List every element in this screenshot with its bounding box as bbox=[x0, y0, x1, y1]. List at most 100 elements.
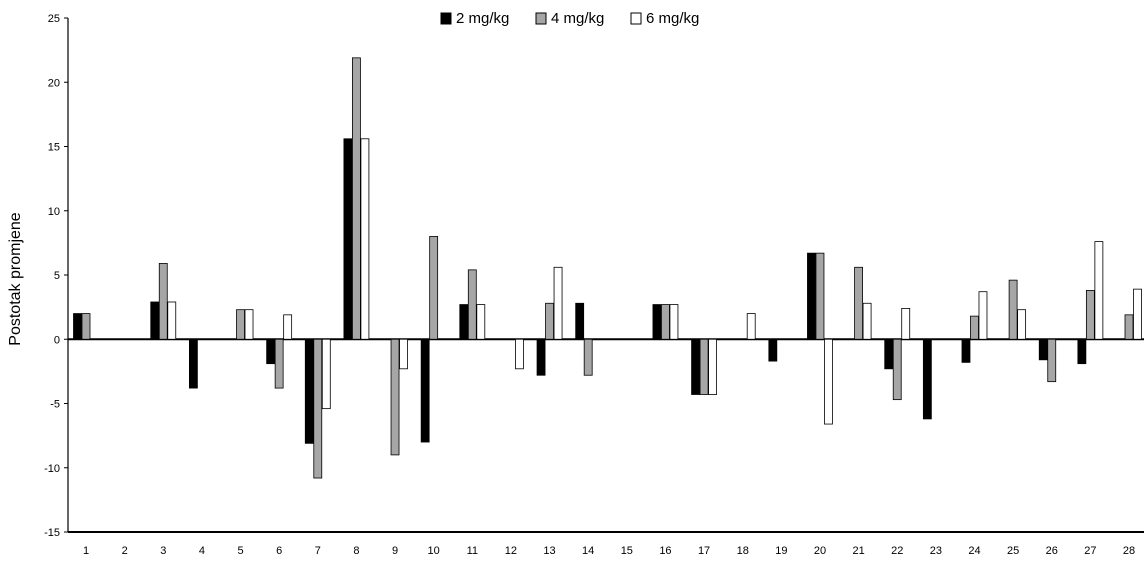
bar-2-mg-kg-26 bbox=[1038, 338, 1048, 361]
x-tick-label: 26 bbox=[1046, 545, 1058, 557]
bar-2-mg-kg-11 bbox=[459, 304, 469, 340]
bar-6-mg-kg-13 bbox=[553, 266, 563, 340]
bar-2-mg-kg-3 bbox=[150, 301, 160, 340]
bar-6-mg-kg-17 bbox=[708, 338, 717, 395]
bar-2-mg-kg-7 bbox=[304, 338, 314, 444]
bar-4-mg-kg-11 bbox=[467, 269, 477, 340]
y-tick-label: 0 bbox=[54, 334, 60, 346]
x-tick-label: 16 bbox=[659, 545, 671, 557]
x-tick-label: 25 bbox=[1007, 545, 1019, 557]
bar-2-mg-kg-4 bbox=[188, 338, 198, 389]
bar-4-mg-kg-8 bbox=[352, 57, 361, 340]
bar-4-mg-kg-17 bbox=[699, 338, 709, 395]
x-tick-label: 14 bbox=[582, 545, 594, 557]
bar-2-mg-kg-8 bbox=[343, 138, 353, 340]
bar-6-mg-kg-20 bbox=[824, 338, 833, 425]
bar-2-mg-kg-10 bbox=[420, 338, 430, 443]
bar-2-mg-kg-17 bbox=[691, 338, 700, 395]
axes-group bbox=[67, 18, 1144, 533]
x-tick-label: 23 bbox=[930, 545, 942, 557]
legend: 2 mg/kg 4 mg/kg 6 mg/kg bbox=[440, 10, 699, 27]
x-tick-label: 7 bbox=[315, 545, 321, 557]
x-tick-label: 18 bbox=[737, 545, 749, 557]
x-tick-label: 4 bbox=[199, 545, 205, 557]
x-tick-label: 12 bbox=[505, 545, 517, 557]
legend-label: 2 mg/kg bbox=[456, 10, 509, 27]
bar-4-mg-kg-26 bbox=[1047, 338, 1057, 383]
bar-4-mg-kg-7 bbox=[313, 338, 323, 479]
x-tick-label: 3 bbox=[160, 545, 166, 557]
bar-4-mg-kg-13 bbox=[545, 302, 554, 340]
bar-4-mg-kg-28 bbox=[1124, 314, 1134, 340]
x-tick-label: 22 bbox=[891, 545, 903, 557]
bar-4-mg-kg-27 bbox=[1085, 290, 1095, 340]
bar-2-mg-kg-27 bbox=[1077, 338, 1087, 365]
bar-6-mg-kg-8 bbox=[360, 138, 370, 340]
legend-label: 6 mg/kg bbox=[646, 10, 699, 27]
bar-4-mg-kg-1 bbox=[81, 313, 91, 340]
y-tick-label: -5 bbox=[50, 399, 60, 411]
x-tick-label: 21 bbox=[852, 545, 864, 557]
bar-4-mg-kg-14 bbox=[583, 338, 593, 376]
bar-6-mg-kg-25 bbox=[1017, 309, 1027, 340]
bar-4-mg-kg-3 bbox=[158, 263, 168, 340]
x-tick-label: 17 bbox=[698, 545, 710, 557]
legend-label: 4 mg/kg bbox=[551, 10, 604, 27]
y-axis-label: Postotak promjene bbox=[7, 212, 24, 346]
x-tick-label: 9 bbox=[392, 545, 398, 557]
bar-4-mg-kg-10 bbox=[429, 236, 439, 340]
y-tick-label: 10 bbox=[48, 206, 60, 218]
x-tick-label: 8 bbox=[353, 545, 359, 557]
bar-2-mg-kg-23 bbox=[922, 338, 932, 420]
legend-swatch bbox=[535, 12, 547, 25]
x-tick-label: 11 bbox=[467, 545, 478, 557]
legend-swatch bbox=[440, 12, 452, 25]
bar-4-mg-kg-6 bbox=[274, 338, 284, 389]
bar-6-mg-kg-21 bbox=[862, 302, 872, 340]
x-tick-label: 19 bbox=[775, 545, 787, 557]
bars-group bbox=[73, 57, 1142, 479]
bar-2-mg-kg-19 bbox=[768, 338, 778, 362]
bar-6-mg-kg-6 bbox=[283, 314, 293, 340]
bar-4-mg-kg-22 bbox=[892, 338, 902, 401]
x-tick-label: 13 bbox=[543, 545, 555, 557]
bar-2-mg-kg-13 bbox=[536, 338, 546, 376]
bar-4-mg-kg-24 bbox=[970, 315, 979, 340]
x-tick-labels: 1 2 3 4 5 6 7 8 9 10 11 12 13 14 15 16 17 18 19 20 21 22 23 24 2… bbox=[83, 545, 1135, 557]
y-tick-label: -10 bbox=[44, 463, 60, 475]
y-tick-label: 5 bbox=[54, 270, 60, 282]
x-tick-label: 5 bbox=[237, 545, 243, 557]
bar-6-mg-kg-27 bbox=[1094, 241, 1104, 340]
bar-2-mg-kg-24 bbox=[961, 338, 971, 363]
bar-6-mg-kg-16 bbox=[669, 304, 679, 340]
x-tick-label: 20 bbox=[814, 545, 826, 557]
x-tick-label: 1 bbox=[83, 545, 89, 557]
x-tick-label: 6 bbox=[276, 545, 282, 557]
y-tick-label: 20 bbox=[48, 77, 60, 89]
bar-4-mg-kg-5 bbox=[236, 309, 245, 340]
x-tick-label: 10 bbox=[428, 545, 440, 557]
x-tick-label: 24 bbox=[968, 545, 980, 557]
bar-6-mg-kg-24 bbox=[978, 291, 988, 340]
bar-4-mg-kg-16 bbox=[661, 304, 670, 340]
bar-6-mg-kg-22 bbox=[901, 308, 911, 340]
bar-6-mg-kg-11 bbox=[476, 304, 486, 340]
legend-swatch bbox=[630, 12, 642, 25]
bar-2-mg-kg-16 bbox=[652, 304, 662, 340]
bar-6-mg-kg-3 bbox=[167, 301, 177, 340]
bar-6-mg-kg-7 bbox=[321, 338, 331, 410]
bar-6-mg-kg-5 bbox=[244, 309, 254, 340]
bar-4-mg-kg-25 bbox=[1008, 279, 1018, 340]
bar-6-mg-kg-18 bbox=[746, 313, 756, 340]
y-tick-label: 15 bbox=[48, 142, 60, 154]
bar-2-mg-kg-1 bbox=[73, 313, 82, 340]
y-tick-labels: -15 -10 -5 0 5 10 15 20 25 bbox=[44, 13, 68, 539]
x-tick-label: 28 bbox=[1123, 545, 1135, 557]
bar-2-mg-kg-6 bbox=[266, 338, 276, 365]
x-tick-label: 15 bbox=[621, 545, 633, 557]
bar-4-mg-kg-21 bbox=[854, 266, 863, 340]
x-tick-label: 27 bbox=[1084, 545, 1096, 557]
bar-6-mg-kg-9 bbox=[399, 338, 408, 370]
